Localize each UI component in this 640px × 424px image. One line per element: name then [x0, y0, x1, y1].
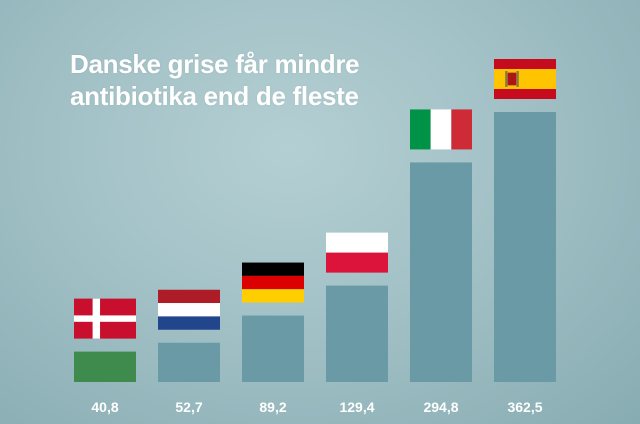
italy-flag-icon: [410, 109, 472, 150]
bar-spanien: [494, 112, 556, 382]
chart-title-line-1: Danske grise får mindre: [70, 49, 360, 79]
bar-tyskland: [242, 315, 304, 382]
netherlands-flag-icon: [158, 289, 220, 330]
value-label-spanien: 362,5: [507, 399, 542, 415]
value-label-tyskland: 89,2: [259, 399, 286, 415]
bar-danmark: [74, 351, 136, 382]
value-label-danmark: 40,8: [91, 399, 118, 415]
bar-italien: [410, 162, 472, 382]
denmark-flag-icon: [74, 298, 136, 339]
germany-flag-icon: [242, 262, 304, 303]
value-label-italien: 294,8: [423, 399, 458, 415]
chart-title: Danske grise får mindre antibiotika end …: [70, 48, 430, 112]
poland-flag-icon: [326, 232, 388, 273]
chart-title-line-2: antibiotika end de fleste: [70, 81, 359, 111]
value-label-holland: 52,7: [175, 399, 202, 415]
bar-holland: [158, 342, 220, 382]
bar-polen: [326, 285, 388, 382]
spain-flag-icon: [494, 59, 556, 99]
value-label-polen: 129,4: [339, 399, 374, 415]
